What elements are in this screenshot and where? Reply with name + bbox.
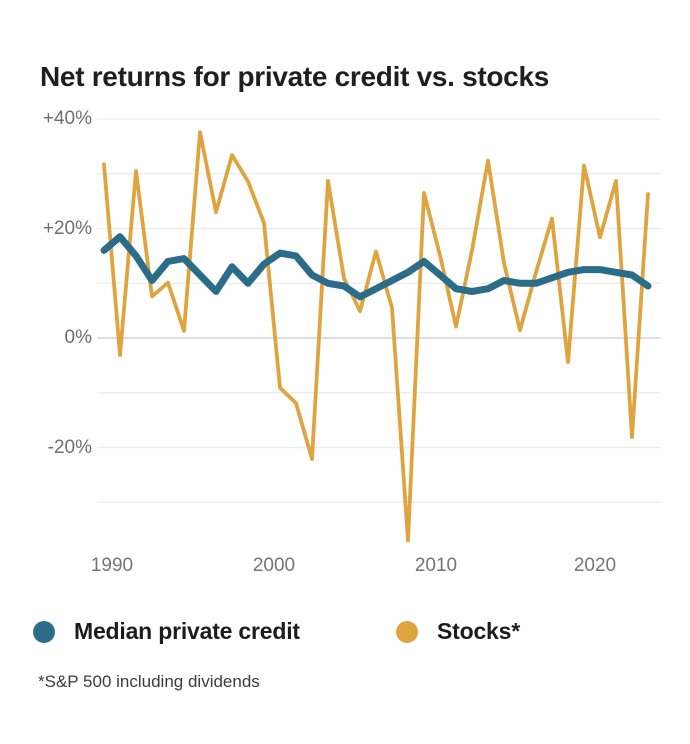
legend: Median private credit Stocks* <box>33 618 673 648</box>
y-tick-label: 0% <box>64 327 92 348</box>
x-tick-label: 2000 <box>252 555 296 576</box>
private-credit-swatch-icon <box>33 620 55 643</box>
footnote: *S&P 500 including dividends <box>38 672 260 691</box>
x-tick-label: 2010 <box>414 555 458 576</box>
legend-item-stocks: Stocks* <box>396 618 520 645</box>
legend-label-stocks: Stocks* <box>437 618 520 644</box>
private-credit-line <box>100 233 652 301</box>
stocks-swatch-icon <box>396 620 418 643</box>
y-tick-label: +40% <box>42 108 92 129</box>
legend-label-private-credit: Median private credit <box>74 618 300 644</box>
y-tick-label: -20% <box>47 436 92 458</box>
x-tick-label: 1990 <box>90 555 134 576</box>
x-tick-label: 2020 <box>573 555 617 576</box>
stocks-line <box>102 130 650 543</box>
chart-title: Net returns for private credit vs. stock… <box>40 60 549 92</box>
y-tick-label: +20% <box>42 217 92 239</box>
legend-item-private-credit: Median private credit <box>33 618 300 645</box>
